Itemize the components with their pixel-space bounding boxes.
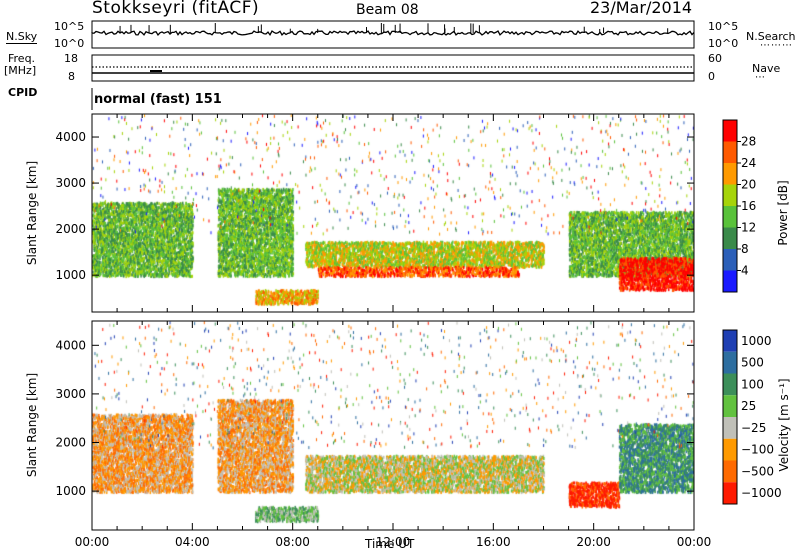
colorbar-swatch xyxy=(723,249,737,271)
velocity-colorbar-label: Velocity [m s⁻¹] xyxy=(777,378,791,472)
nsearch-label: N.Search xyxy=(746,30,796,43)
beam-title: Beam 08 xyxy=(356,2,419,18)
colorbar-tick-label: 16 xyxy=(741,199,756,213)
x-tick-label: 00:00 xyxy=(75,535,110,549)
nave-legend-dots: ⋯ xyxy=(755,72,766,83)
nave-tick-top: 60 xyxy=(708,52,722,65)
x-tick-label: 04:00 xyxy=(175,535,210,549)
y-tick-label: 1000 xyxy=(55,268,86,282)
date-title: 23/Mar/2014 xyxy=(590,0,693,17)
colorbar-tick-label: −500 xyxy=(741,464,774,478)
colorbar-tick-label: 25 xyxy=(741,399,756,413)
nave-label: Nave xyxy=(752,62,781,75)
y-tick-label: 1000 xyxy=(55,484,86,498)
colorbar-swatch xyxy=(723,206,737,228)
colorbar-tick-label: 100 xyxy=(741,377,764,391)
colorbar-tick-label: 8 xyxy=(741,242,749,256)
y-tick-label: 2000 xyxy=(55,222,86,236)
colorbar-swatch xyxy=(723,120,737,142)
colorbar-tick-label: −1000 xyxy=(741,486,782,500)
x-tick-label: 00:00 xyxy=(677,535,712,549)
nsky-panel-frame xyxy=(91,20,695,49)
plot-frame xyxy=(91,320,695,531)
power-colorbar: 4 8 12 16 20 24 28 xyxy=(722,119,756,293)
colorbar-frame xyxy=(722,329,738,505)
velocity-axes: 1000 2000 3000 4000 00:00 04:00 08:00 12:00 16:0… xyxy=(55,320,712,549)
power-colorbar-label: Power [dB] xyxy=(776,180,790,246)
colorbar-tick-label: −100 xyxy=(741,443,774,457)
colorbar-swatch xyxy=(723,184,737,206)
nsearch-legend-dots: ⋯⋯⋯ xyxy=(760,40,793,51)
freq-tick-top: 18 xyxy=(64,52,78,65)
x-tick-label: 12:00 xyxy=(376,535,411,549)
power-axes: 1000 2000 3000 4000 xyxy=(55,113,695,313)
nsearch-tick-top: 10^5 xyxy=(708,20,739,33)
nsky-label: N.Sky xyxy=(6,30,38,44)
colorbar-tick-label: 1000 xyxy=(741,334,772,348)
colorbar-swatch xyxy=(723,330,737,352)
cpid-value: normal (fast) 151 xyxy=(94,92,222,107)
colorbar-tick-label: 28 xyxy=(741,135,756,149)
plot-frame xyxy=(91,113,695,313)
colorbar-tick-label: 4 xyxy=(741,264,749,278)
y-tick-label: 3000 xyxy=(55,387,86,401)
colorbar-swatch xyxy=(723,373,737,396)
colorbar-tick-label: 12 xyxy=(741,221,756,235)
colorbar-swatch xyxy=(723,351,737,374)
y-tick-label: 2000 xyxy=(55,436,86,450)
colorbar-tick-label: −25 xyxy=(741,421,766,435)
freq-tick-bottom: 8 xyxy=(68,70,75,83)
colorbar-swatch xyxy=(723,141,737,163)
nsky-series-line xyxy=(91,30,695,37)
colorbar-swatch xyxy=(723,438,737,461)
cpid-label: CPID xyxy=(8,86,38,99)
colorbar-tick-label: 20 xyxy=(741,178,756,192)
x-tick-label: 16:00 xyxy=(476,535,511,549)
colorbar-swatch xyxy=(723,395,737,417)
colorbar-tick-label: 24 xyxy=(741,156,756,170)
colorbar-swatch xyxy=(723,270,737,292)
y-tick-label: 4000 xyxy=(55,130,86,144)
velocity-ylabel: Slant Range [km] xyxy=(25,372,39,478)
top-panels-svg xyxy=(91,20,695,110)
station-title: Stokkseyri (fitACF) xyxy=(92,0,260,18)
power-ylabel: Slant Range [km] xyxy=(25,160,39,266)
x-tick-label: 08:00 xyxy=(275,535,310,549)
y-tick-label: 3000 xyxy=(55,176,86,190)
freq-panel-frame xyxy=(91,54,695,82)
power-heatmap xyxy=(92,114,694,312)
velocity-heatmap xyxy=(92,321,694,530)
colorbar-swatch xyxy=(723,482,737,504)
nave-tick-bottom: 0 xyxy=(708,70,715,83)
velocity-colorbar: 1000 500 100 25 −25 −100 −500 −1000 xyxy=(722,329,782,505)
colorbar-tick-label: 500 xyxy=(741,356,764,370)
nsearch-tick-bottom: 10^0 xyxy=(708,37,739,50)
colorbar-swatch xyxy=(723,227,737,249)
colorbar-swatch xyxy=(723,417,737,439)
y-tick-label: 4000 xyxy=(55,338,86,352)
freq-unit: [MHz] xyxy=(4,64,37,77)
x-axis-label: Time UT xyxy=(365,537,415,551)
nsky-tick-bottom: 10^0 xyxy=(54,37,85,50)
freq-label: Freq. xyxy=(8,52,36,65)
colorbar-swatch xyxy=(723,163,737,185)
x-tick-label: 20:00 xyxy=(576,535,611,549)
nsky-tick-top: 10^5 xyxy=(54,20,85,33)
colorbar-swatch xyxy=(723,460,737,483)
